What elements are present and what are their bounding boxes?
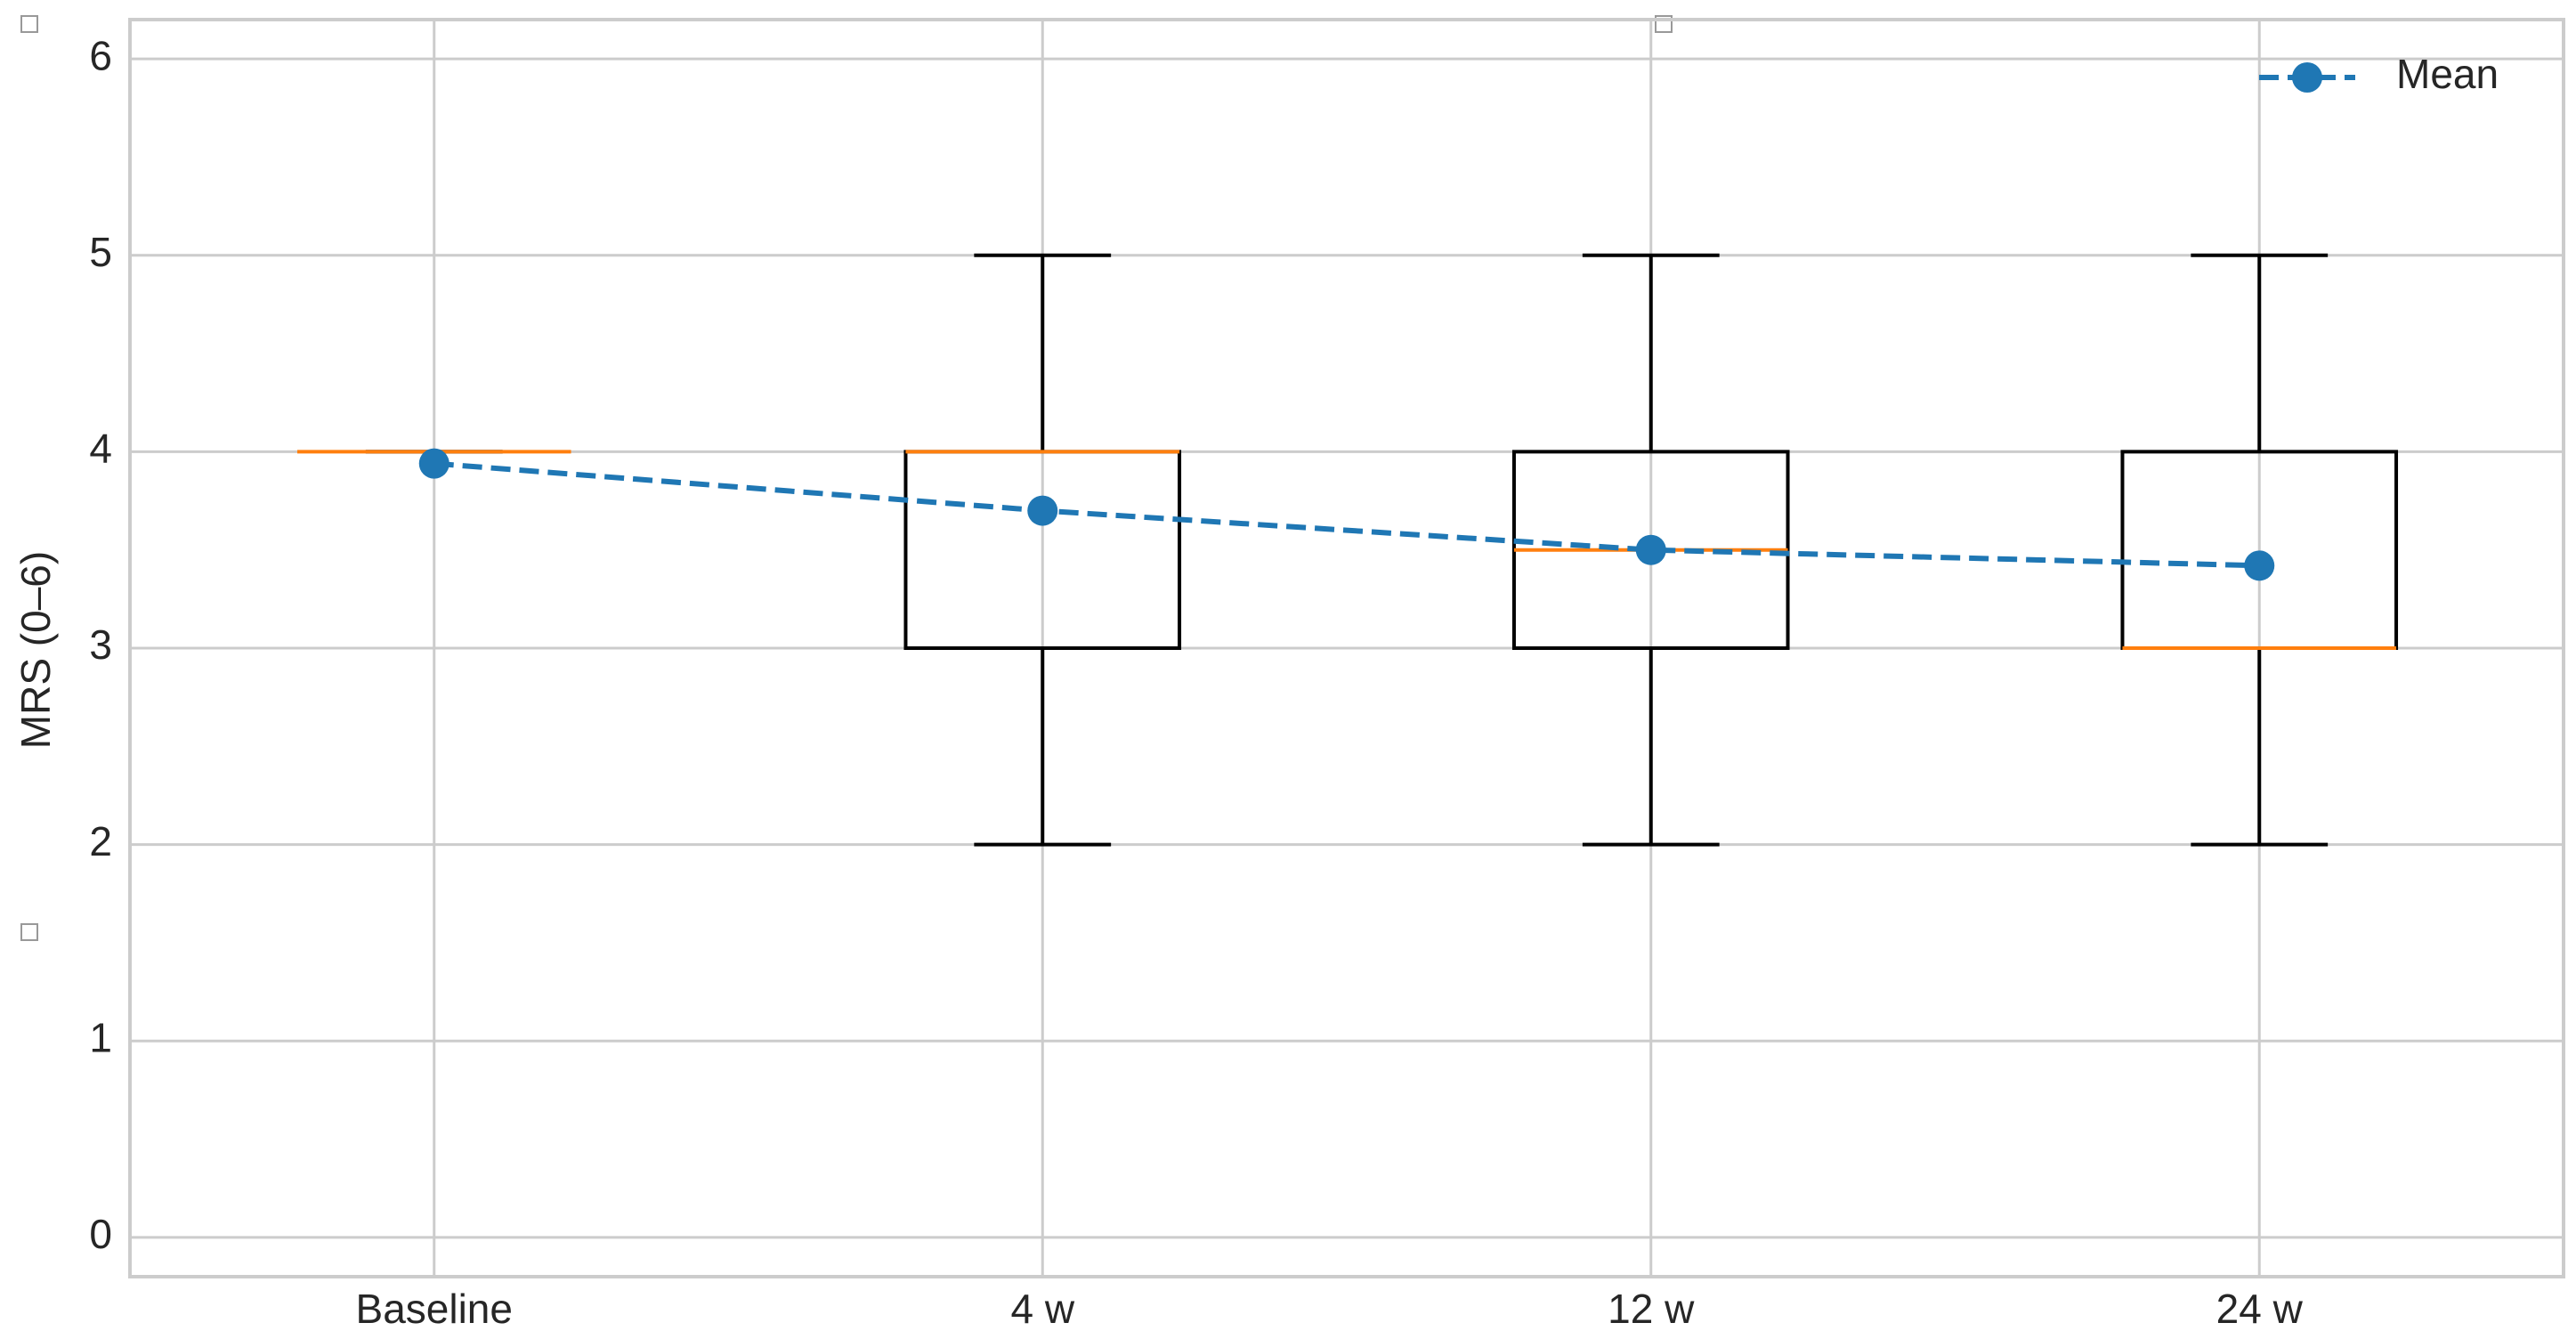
x-tick-label: 4 w [1010,1286,1074,1332]
y-tick-label: 1 [89,1014,112,1060]
y-axis-label: MRS (0–6) [12,551,59,749]
mean-line [433,460,2260,569]
mean-point [1635,534,1666,565]
mean-point [418,448,450,479]
y-tick-label: 3 [89,621,112,668]
x-tick-label: 12 w [1608,1286,1695,1332]
x-tick-label: 24 w [2216,1286,2304,1332]
legend-label: Mean [2396,51,2499,97]
legend-marker [2292,62,2322,93]
handle [20,15,38,33]
y-tick-label: 2 [89,818,112,864]
y-tick-label: 0 [89,1211,112,1257]
y-tick-label: 4 [89,426,112,472]
y-tick-label: 5 [89,229,112,275]
handle [20,923,38,941]
mean-point [2244,550,2275,581]
plot-border [128,18,2565,1278]
mean-point [1027,495,1058,526]
y-tick-label: 6 [89,32,112,78]
x-tick-label: Baseline [356,1286,513,1332]
